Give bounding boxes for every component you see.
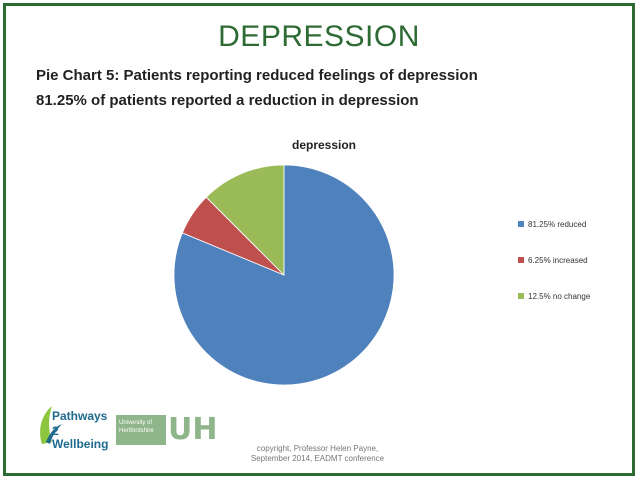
- university-logo: University of Hertfordshire: [116, 415, 166, 445]
- copyright-text: copyright, Professor Helen Payne, Septem…: [230, 444, 405, 464]
- legend-item-no-change: 12.5% no change: [518, 290, 590, 302]
- legend-item-reduced: 81.25% reduced: [518, 218, 590, 230]
- subtitle-line-1: Pie Chart 5: Patients reporting reduced …: [36, 67, 478, 84]
- legend-label-no-change: 12.5% no change: [528, 291, 591, 301]
- pathways-leaf-icon: [40, 406, 62, 444]
- pie-slice-no-change: [205, 164, 285, 276]
- pathways-logo-line1: Pathways: [52, 409, 108, 423]
- legend-swatch-increased: [518, 257, 524, 263]
- pathways-logo-line2: 2 Wellbeing: [52, 424, 109, 451]
- university-logo-line2: Hertfordshire: [119, 428, 154, 434]
- legend-swatch-reduced: [518, 221, 524, 227]
- legend-label-reduced: 81.25% reduced: [528, 219, 587, 229]
- slide-title: DEPRESSION: [218, 20, 420, 53]
- legend-label-increased: 6.25% increased: [528, 255, 588, 265]
- chart-legend: 81.25% reduced 6.25% increased 12.5% no …: [518, 218, 590, 326]
- chart-title: depression: [291, 138, 357, 152]
- slide-frame: [3, 3, 635, 476]
- copyright-line-2: September 2014, EADMT conference: [250, 454, 385, 463]
- uh-logo-mark: UH: [168, 412, 218, 447]
- legend-swatch-no-change: [518, 293, 524, 299]
- copyright-line-1: copyright, Professor Helen Payne,: [256, 444, 379, 453]
- subtitle-line-2: 81.25% of patients reported a reduction …: [36, 92, 419, 109]
- university-logo-line1: University of: [119, 420, 153, 426]
- legend-item-increased: 6.25% increased: [518, 254, 590, 266]
